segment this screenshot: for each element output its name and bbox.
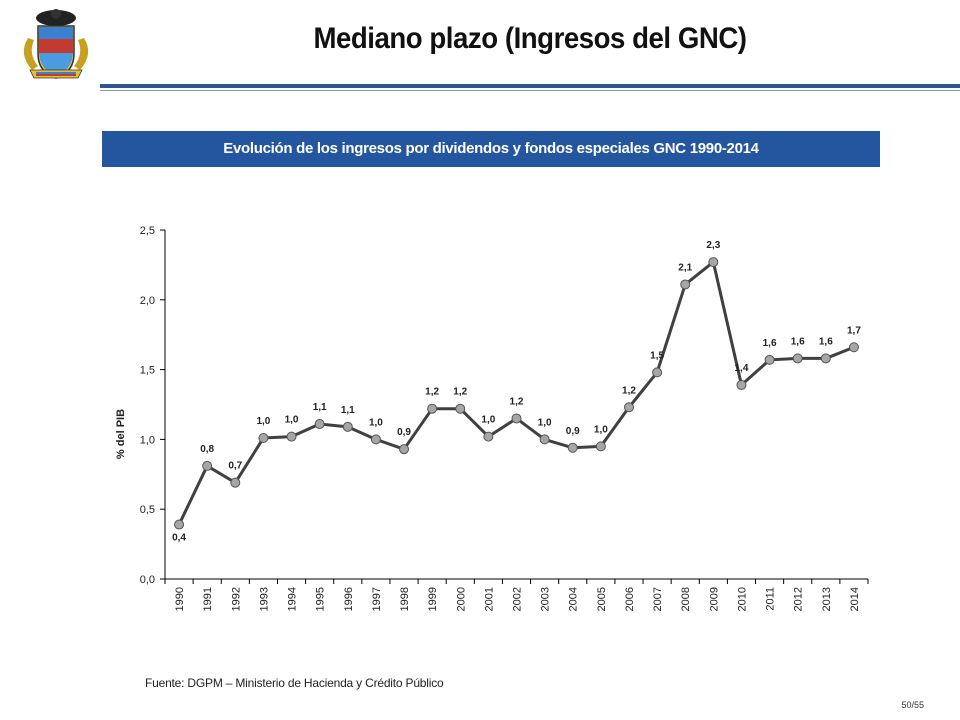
data-point bbox=[230, 477, 241, 488]
data-point bbox=[314, 419, 325, 430]
data-point bbox=[399, 444, 410, 455]
x-tick-labels: 1990 1991 1992 1993 1994 1995 1996 1997 1998 1999… bbox=[174, 587, 861, 611]
x-tick-label: 1993 bbox=[258, 587, 270, 611]
header-rule bbox=[100, 84, 960, 88]
data-point bbox=[764, 354, 775, 365]
data-label: 0,9 bbox=[566, 426, 580, 437]
data-point bbox=[258, 433, 269, 444]
data-label: 1,0 bbox=[594, 424, 608, 435]
page-number: 50/55 bbox=[901, 700, 924, 710]
x-tick-label: 2003 bbox=[540, 587, 552, 611]
data-point bbox=[792, 353, 803, 364]
coat-of-arms-logo bbox=[23, 9, 89, 79]
x-tick-label: 1991 bbox=[202, 587, 214, 611]
y-tick-label: 0,0 bbox=[140, 574, 155, 586]
data-point bbox=[595, 441, 606, 452]
data-label: 1,6 bbox=[819, 336, 833, 347]
data-point bbox=[623, 402, 634, 413]
x-tick-label: 1997 bbox=[371, 587, 383, 611]
data-point bbox=[511, 413, 522, 424]
x-tick-label: 2006 bbox=[624, 587, 636, 611]
data-labels: 0,4 0,8 0,7 1,0 1,0 1,1 1,1 1,0 0,9 1,2 1,2 1,0 1,2 1… bbox=[172, 240, 861, 543]
x-tick-label: 2004 bbox=[568, 587, 580, 611]
series-line bbox=[177, 260, 855, 526]
data-label: 1,0 bbox=[481, 415, 495, 426]
x-tick-label: 2002 bbox=[512, 587, 524, 611]
x-tick-label: 2011 bbox=[765, 587, 777, 611]
x-tick-label: 2001 bbox=[483, 587, 495, 611]
chart-title-banner: Evolución de los ingresos por dividendos… bbox=[102, 131, 880, 167]
data-label: 1,1 bbox=[341, 405, 355, 416]
y-tick-label: 2,5 bbox=[140, 225, 155, 237]
data-point bbox=[567, 442, 578, 453]
data-point bbox=[455, 403, 466, 414]
x-tick-label: 2008 bbox=[680, 587, 692, 611]
data-point bbox=[483, 431, 494, 442]
data-label: 1,2 bbox=[453, 387, 467, 398]
data-point bbox=[820, 353, 831, 364]
data-point bbox=[680, 279, 691, 290]
data-point bbox=[427, 403, 438, 414]
x-tick-label: 2013 bbox=[821, 587, 833, 611]
x-tick-label: 1995 bbox=[315, 587, 327, 611]
data-label: 1,6 bbox=[791, 336, 805, 347]
data-label: 2,3 bbox=[706, 240, 720, 251]
x-tick-label: 2012 bbox=[793, 587, 805, 611]
data-point bbox=[286, 431, 297, 442]
y-tick-label: 0,5 bbox=[140, 504, 155, 516]
x-tick-label: 1996 bbox=[343, 587, 355, 611]
data-label: 0,8 bbox=[200, 444, 214, 455]
data-point bbox=[342, 421, 353, 432]
data-label: 1,7 bbox=[847, 325, 861, 336]
data-label: 1,0 bbox=[256, 416, 270, 427]
data-point bbox=[652, 367, 663, 378]
x-tick-label: 1998 bbox=[399, 587, 411, 611]
data-label: 2,1 bbox=[678, 262, 692, 273]
data-point bbox=[736, 379, 747, 390]
data-label: 1,0 bbox=[285, 415, 299, 426]
data-label: 1,1 bbox=[313, 402, 327, 413]
x-tick-label: 1990 bbox=[174, 587, 186, 611]
x-tick-label: 2014 bbox=[849, 587, 861, 611]
x-tick-label: 2007 bbox=[652, 587, 664, 611]
data-label: 1,2 bbox=[425, 387, 439, 398]
data-points bbox=[174, 257, 859, 530]
y-tick-labels: 0,0 0,5 1,0 1,5 2,0 2,5 bbox=[140, 225, 155, 586]
data-label: 1,0 bbox=[369, 417, 383, 428]
data-point bbox=[848, 342, 859, 353]
chart-axes bbox=[160, 229, 869, 584]
x-tick-label: 1999 bbox=[427, 587, 439, 611]
data-point bbox=[202, 460, 213, 471]
x-tick-label: 2005 bbox=[596, 587, 608, 611]
data-label: 0,9 bbox=[397, 427, 411, 438]
y-axis-label: % del PIB bbox=[115, 409, 127, 459]
data-point bbox=[370, 434, 381, 445]
header-rule-thin bbox=[100, 90, 960, 91]
data-label: 1,6 bbox=[763, 338, 777, 349]
page-title: Mediano plazo (Ingresos del GNC) bbox=[313, 22, 747, 55]
data-point bbox=[174, 519, 185, 530]
data-label: 1,0 bbox=[538, 417, 552, 428]
x-tick-label: 1994 bbox=[287, 587, 299, 611]
x-tick-label: 1992 bbox=[230, 587, 242, 611]
data-point bbox=[708, 257, 719, 268]
x-tick-label: 2010 bbox=[736, 587, 748, 611]
data-point bbox=[539, 434, 550, 445]
y-tick-label: 1,0 bbox=[140, 434, 155, 446]
y-tick-label: 1,5 bbox=[140, 365, 155, 377]
data-label: 1,2 bbox=[510, 396, 524, 407]
data-label: 1,5 bbox=[650, 350, 664, 361]
data-label: 1,2 bbox=[622, 385, 636, 396]
x-tick-label: 2000 bbox=[455, 587, 467, 611]
data-label: 0,4 bbox=[172, 533, 186, 544]
source-note: Fuente: DGPM – Ministerio de Hacienda y … bbox=[145, 676, 444, 690]
series-line-layer bbox=[177, 260, 855, 526]
x-tick-label: 2009 bbox=[708, 587, 720, 611]
y-tick-label: 2,0 bbox=[140, 295, 155, 307]
data-label: 1,4 bbox=[735, 363, 749, 374]
data-label: 0,7 bbox=[228, 461, 242, 472]
